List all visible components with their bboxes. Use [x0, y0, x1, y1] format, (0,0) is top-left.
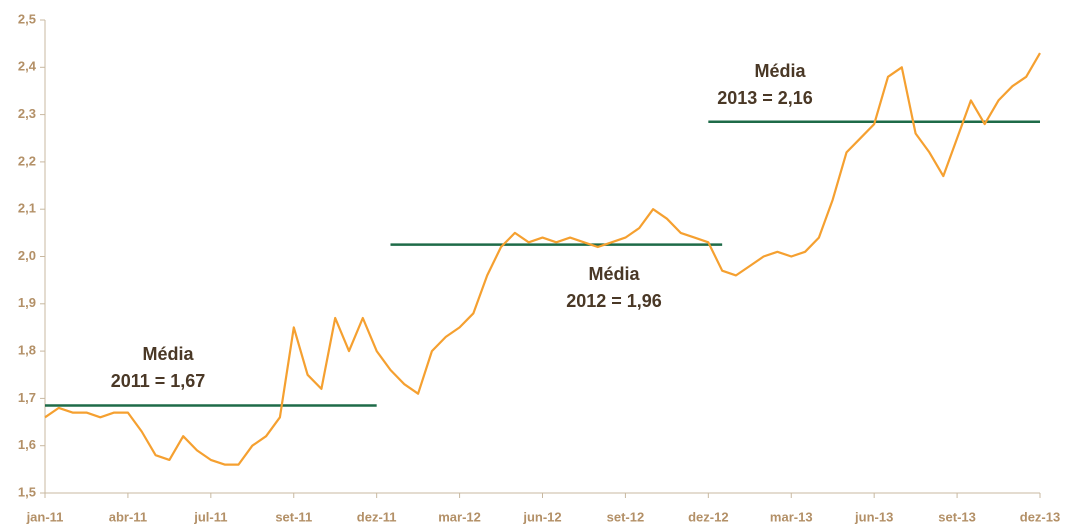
- average-value: 2012 = 1,96: [566, 291, 662, 311]
- y-tick-label: 2,2: [18, 153, 36, 168]
- x-tick-label: set-13: [938, 509, 976, 524]
- x-tick-label: jun-12: [522, 509, 561, 524]
- y-tick-label: 1,7: [18, 390, 36, 405]
- x-tick-label: dez-13: [1020, 509, 1060, 524]
- average-value: 2013 = 2,16: [717, 88, 813, 108]
- y-tick-label: 2,5: [18, 11, 36, 26]
- x-tick-label: jan-11: [26, 509, 64, 524]
- y-tick-label: 2,1: [18, 201, 36, 216]
- x-tick-label: jul-11: [193, 509, 227, 524]
- average-label: Média: [588, 264, 640, 284]
- x-tick-label: mar-13: [770, 509, 813, 524]
- average-label: Média: [142, 344, 194, 364]
- y-tick-label: 1,5: [18, 484, 36, 499]
- y-tick-label: 1,9: [18, 295, 36, 310]
- y-tick-label: 2,3: [18, 106, 36, 121]
- x-tick-label: abr-11: [109, 509, 147, 524]
- y-tick-label: 1,6: [18, 437, 36, 452]
- price-line: [44, 52, 1041, 466]
- x-tick-label: dez-12: [688, 509, 728, 524]
- x-tick-label: set-11: [275, 509, 312, 524]
- x-tick-label: jun-13: [854, 509, 893, 524]
- average-value: 2011 = 1,67: [111, 371, 206, 391]
- x-tick-label: set-12: [607, 509, 645, 524]
- y-tick-label: 1,8: [18, 343, 36, 358]
- y-tick-label: 2,4: [18, 59, 37, 74]
- y-tick-label: 2,0: [18, 248, 36, 263]
- average-label: Média: [754, 61, 806, 81]
- x-tick-label: mar-12: [438, 509, 481, 524]
- x-tick-label: dez-11: [357, 509, 397, 524]
